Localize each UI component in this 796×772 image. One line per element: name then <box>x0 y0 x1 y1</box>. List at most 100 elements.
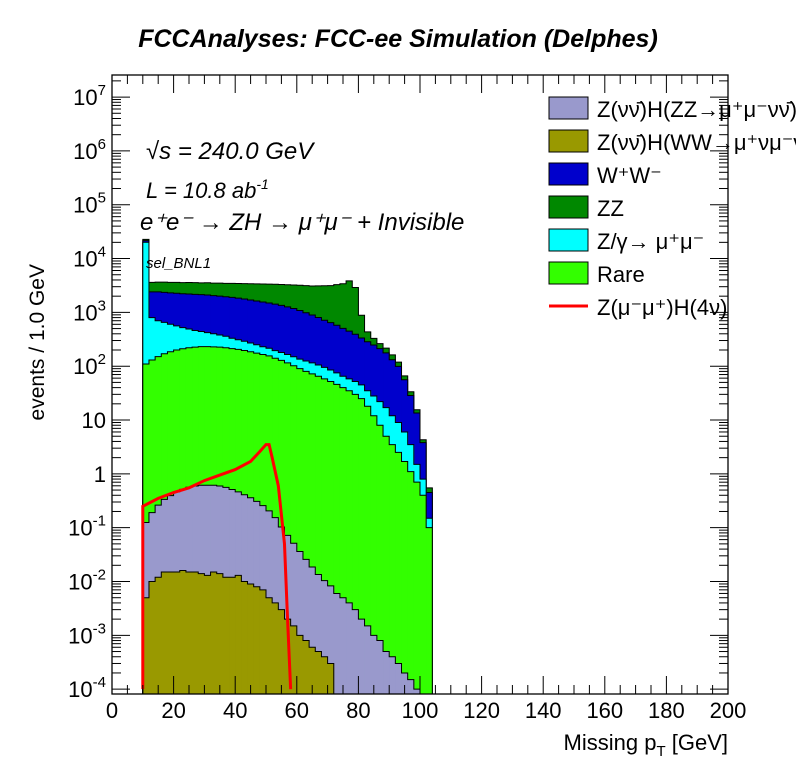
bar <box>395 452 402 694</box>
legend-swatch <box>548 195 589 219</box>
bar <box>290 365 298 694</box>
legend-swatch <box>548 261 589 285</box>
bar <box>229 577 236 694</box>
bar <box>247 583 255 694</box>
bar <box>296 551 304 694</box>
x-tick-label: 160 <box>586 698 623 723</box>
bar <box>370 635 378 694</box>
bar <box>389 656 396 694</box>
bar <box>278 609 285 694</box>
bar <box>173 572 181 694</box>
x-tick-label: 40 <box>223 698 247 723</box>
legend-label: ZZ <box>597 196 624 221</box>
bar <box>259 589 267 694</box>
bar <box>315 376 322 694</box>
bar <box>389 444 396 694</box>
y-tick-label: 10-2 <box>68 567 106 595</box>
bar <box>216 573 224 694</box>
x-tick-label: 120 <box>463 698 500 723</box>
bar <box>309 373 316 694</box>
bar <box>383 436 390 694</box>
x-tick-label: 100 <box>402 698 439 723</box>
legend-item: W⁺W⁻ <box>548 162 662 188</box>
legend-label: Z(νν̄)H(ZZ→μ⁺μ⁻νν̄) <box>597 97 796 122</box>
y-tick-label: 10-4 <box>68 674 106 702</box>
x-tick-label: 200 <box>710 698 747 723</box>
bar <box>339 387 347 694</box>
sqrt-s-annotation: √s = 240.0 GeV <box>146 138 315 165</box>
series-outline <box>142 238 439 695</box>
bar <box>413 689 421 694</box>
legend-item: Z(νν̄)H(WW→μ⁺νμ⁻ν̄) <box>548 129 796 155</box>
legend-label: Z(νν̄)H(WW→μ⁺νμ⁻ν̄) <box>597 130 796 155</box>
x-tick-label: 80 <box>346 698 370 723</box>
bar <box>296 635 304 694</box>
bar <box>426 527 433 694</box>
bar <box>161 572 168 694</box>
bar <box>290 625 298 694</box>
legend-swatch <box>548 162 589 186</box>
bar <box>407 679 415 694</box>
plot-area <box>112 75 728 695</box>
bar <box>296 368 304 694</box>
bar <box>315 574 322 694</box>
bar <box>284 362 292 694</box>
legend-label: Z(μ⁻μ⁺)H(4ν) <box>597 295 727 320</box>
bar <box>352 394 359 694</box>
bar <box>155 577 162 694</box>
y-axis-label: events / 1.0 GeV <box>26 264 49 420</box>
bar <box>407 471 415 694</box>
bar <box>167 572 174 694</box>
y-tick-label: 107 <box>73 82 106 110</box>
bar <box>395 663 402 694</box>
bar <box>290 543 298 694</box>
bar <box>370 415 378 694</box>
bar <box>309 566 316 694</box>
bar <box>198 573 205 694</box>
bar <box>179 570 187 694</box>
bar <box>401 672 409 694</box>
bar <box>376 640 384 694</box>
bar <box>339 597 347 694</box>
legend-item: Z/γ→ μ⁺μ⁻ <box>548 228 704 254</box>
bar <box>222 577 230 694</box>
bar <box>346 602 353 694</box>
legend-item: Z(νν̄)H(ZZ→μ⁺μ⁻νν̄) <box>548 96 796 122</box>
axes: 0 20 40 60 80 100 120 140 160 180 200 10-4 10-3 10-2 1… <box>68 74 747 723</box>
bar <box>420 495 427 694</box>
bar <box>358 619 365 694</box>
bar <box>185 572 193 694</box>
legend-label: Z/γ→ μ⁺μ⁻ <box>597 229 704 254</box>
bar <box>364 625 372 694</box>
y-tick-label: 10-1 <box>68 513 106 541</box>
bar <box>266 597 273 694</box>
legend-swatch <box>548 228 589 252</box>
luminosity-annotation: L = 10.8 ab-1 <box>146 176 269 203</box>
bar <box>241 581 248 694</box>
bar <box>327 585 335 694</box>
x-axis-label: Missing pT [GeV] <box>564 730 728 760</box>
bar <box>204 575 211 694</box>
bar <box>210 572 218 694</box>
x-tick-label: 60 <box>285 698 309 723</box>
legend-swatch <box>548 129 589 153</box>
bar <box>192 572 199 694</box>
x-tick-label: 20 <box>161 698 185 723</box>
bar <box>376 425 384 694</box>
x-tick-label: 180 <box>648 698 685 723</box>
bar <box>272 602 279 694</box>
y-tick-label: 1 <box>94 462 106 487</box>
bar <box>401 461 409 694</box>
legend-item: Z(μ⁻μ⁺)H(4ν) <box>549 295 727 320</box>
y-tick-label: 105 <box>73 190 106 218</box>
bar <box>364 406 372 694</box>
y-tick-label: 10-3 <box>68 620 106 648</box>
y-tick-label: 103 <box>73 297 106 325</box>
legend-swatch <box>548 96 589 120</box>
bar <box>333 384 341 694</box>
bar <box>346 390 353 694</box>
legend-item: Rare <box>548 261 645 287</box>
bar <box>321 580 328 694</box>
bar <box>321 378 328 694</box>
bar <box>309 647 316 694</box>
